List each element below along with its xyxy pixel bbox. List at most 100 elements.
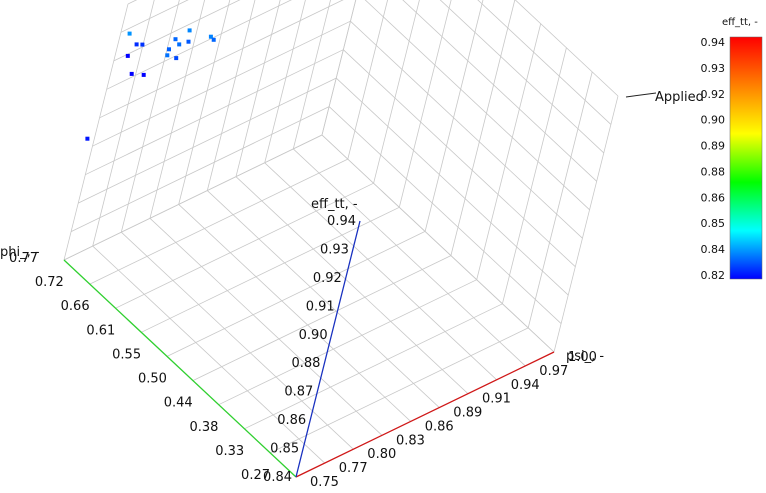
z-axis-title: eff_tt, -: [311, 197, 358, 212]
right-wall-grid-line: [398, 0, 452, 208]
eff-tick-label: 0.88: [291, 356, 320, 371]
floor-grid-line: [270, 327, 529, 454]
colorbar-tick-label: 0.86: [701, 191, 726, 204]
phi-axis-line: [63, 259, 297, 478]
data-point: [167, 47, 171, 52]
floor-grid-line: [207, 190, 440, 408]
back-wall-grid-line: [264, 0, 306, 163]
floor-grid-line: [235, 176, 469, 394]
colorbar-gradient: [729, 36, 763, 280]
eff-tick-label: 0.85: [270, 442, 299, 457]
eff-tick-label: 0.87: [284, 385, 313, 400]
colorbar: eff_tt, - 0.940.930.920.900.890.880.860.…: [701, 17, 763, 282]
psi-tick-label: 0.89: [453, 406, 482, 421]
eff-tick-label: 0.92: [313, 271, 342, 286]
applied-leader-line: [625, 92, 657, 98]
right-wall-grid-line: [477, 0, 612, 125]
colorbar-title: eff_tt, -: [722, 17, 758, 28]
psi-tick-label: 1.00: [568, 350, 597, 365]
back-wall-grid-line: [63, 3, 129, 261]
eff-tick-label: 0.94: [327, 214, 356, 229]
grid-lines: [63, 0, 619, 478]
floor-grid-line: [89, 158, 348, 285]
eff-tick-label: 0.84: [263, 470, 292, 485]
data-points: [85, 28, 216, 141]
back-wall-grid-line: [235, 0, 281, 177]
right-wall-grid-line: [402, 0, 597, 182]
back-wall-grid-line: [120, 0, 180, 233]
back-wall-grid-line: [113, 0, 241, 62]
back-wall-grid-line: [78, 77, 337, 204]
psi-tick-label: 0.86: [425, 419, 454, 434]
phi-tick-label: 0.72: [35, 275, 64, 290]
data-point: [208, 34, 213, 39]
data-point: [165, 53, 170, 58]
tick-labels: 0.750.770.800.830.860.890.910.940.971.00…: [9, 214, 597, 490]
phi-tick-label: 0.66: [61, 299, 90, 314]
eff-tick-label: 0.91: [306, 299, 335, 314]
back-wall-grid-line: [321, 0, 357, 136]
phi-tick-label: 0.38: [189, 420, 218, 435]
right-wall-grid-line: [321, 0, 357, 136]
back-wall-grid-line: [85, 49, 344, 176]
right-wall-grid-line: [328, 106, 562, 324]
data-point: [211, 37, 216, 42]
psi-tick-label: 0.83: [396, 433, 425, 448]
phi-tick-label: 0.50: [138, 372, 167, 387]
psi-tick-label: 0.94: [511, 378, 540, 393]
phi-tick-label: 0.55: [112, 347, 141, 362]
floor-grid-line: [321, 134, 555, 353]
back-wall-grid-line: [206, 0, 256, 191]
floor-grid-line: [121, 231, 354, 450]
phi-tick-label: 0.27: [241, 468, 270, 483]
floor-grid-line: [115, 182, 374, 309]
eff-tick-label: 0.86: [277, 413, 306, 428]
back-wall-grid-line: [106, 0, 292, 90]
back-wall-grid-line: [92, 20, 351, 147]
x-axis-title: psi_, -: [566, 349, 604, 364]
colorbar-tick-label: 0.93: [701, 62, 726, 75]
right-wall-grid-line: [364, 0, 590, 211]
right-wall-grid-line: [476, 23, 542, 280]
right-wall-grid-line: [424, 0, 484, 232]
colorbar-tick-label: 0.88: [701, 165, 726, 178]
eff-tick-label: 0.90: [299, 328, 328, 343]
colorbar-tick-label: 0.84: [701, 243, 726, 256]
colorbar-tick-label: 0.82: [701, 269, 726, 282]
floor-grid-line: [166, 231, 426, 357]
data-point: [125, 53, 130, 58]
axes: [63, 220, 555, 478]
floor-grid-line: [149, 218, 383, 436]
back-wall-grid-line: [178, 0, 231, 205]
back-wall-grid-line: [120, 0, 189, 33]
back-wall-grid-line: [292, 0, 331, 149]
right-wall-grid-line: [502, 47, 567, 304]
floor-grid-line: [63, 134, 323, 261]
data-point: [129, 71, 134, 76]
right-wall-grid-line: [450, 0, 516, 256]
data-point: [186, 39, 191, 44]
psi-tick-label: 0.91: [482, 392, 511, 407]
right-wall-grid-line: [553, 95, 619, 353]
floor-grid-line: [192, 255, 452, 381]
back-wall-grid-line: [127, 0, 138, 5]
floor-grid-line: [244, 303, 503, 430]
back-wall-grid-line: [149, 0, 205, 219]
back-wall-grid-line: [92, 0, 155, 247]
floor-grid-line: [92, 245, 325, 464]
applied-label: Applied: [655, 90, 704, 105]
right-wall-grid-line: [350, 20, 583, 239]
colorbar-tick-label: 0.90: [701, 114, 726, 127]
phi-tick-label: 0.33: [215, 444, 244, 459]
data-point: [85, 136, 90, 141]
right-wall-grid-line: [514, 0, 619, 97]
right-wall-grid-line: [347, 0, 388, 160]
phi-tick-label: 0.61: [86, 323, 115, 338]
eff-tick-label: 0.93: [320, 242, 349, 257]
right-wall-grid-line: [439, 0, 605, 154]
applied-annotation: Applied: [625, 90, 704, 105]
phi-tick-label: 0.77: [9, 251, 38, 266]
data-point: [127, 31, 132, 36]
back-wall-grid-line: [70, 106, 330, 232]
